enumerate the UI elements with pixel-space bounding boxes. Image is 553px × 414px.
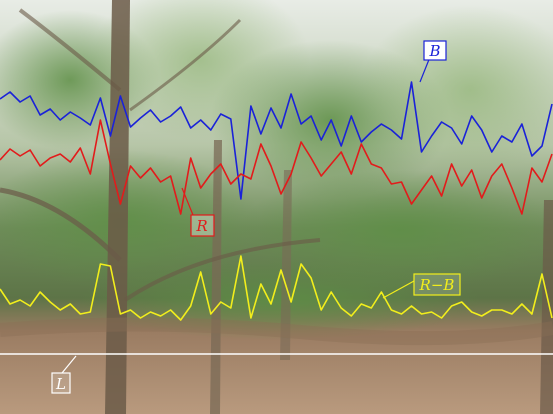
- label-l-text: L: [55, 375, 66, 393]
- series-layer: [0, 81, 553, 321]
- label-r-minus-b: R−B: [382, 273, 461, 299]
- label-r-text: R: [195, 217, 207, 235]
- label-l: L: [51, 355, 77, 394]
- series-line-r-minus-b: [0, 255, 553, 321]
- label-r-minus-b-text: R−B: [419, 276, 455, 294]
- series-line-r: [0, 119, 553, 215]
- series-line-b: [0, 81, 553, 200]
- label-b-text: B: [428, 42, 440, 60]
- label-r: R: [181, 187, 215, 237]
- label-b: B: [419, 40, 447, 83]
